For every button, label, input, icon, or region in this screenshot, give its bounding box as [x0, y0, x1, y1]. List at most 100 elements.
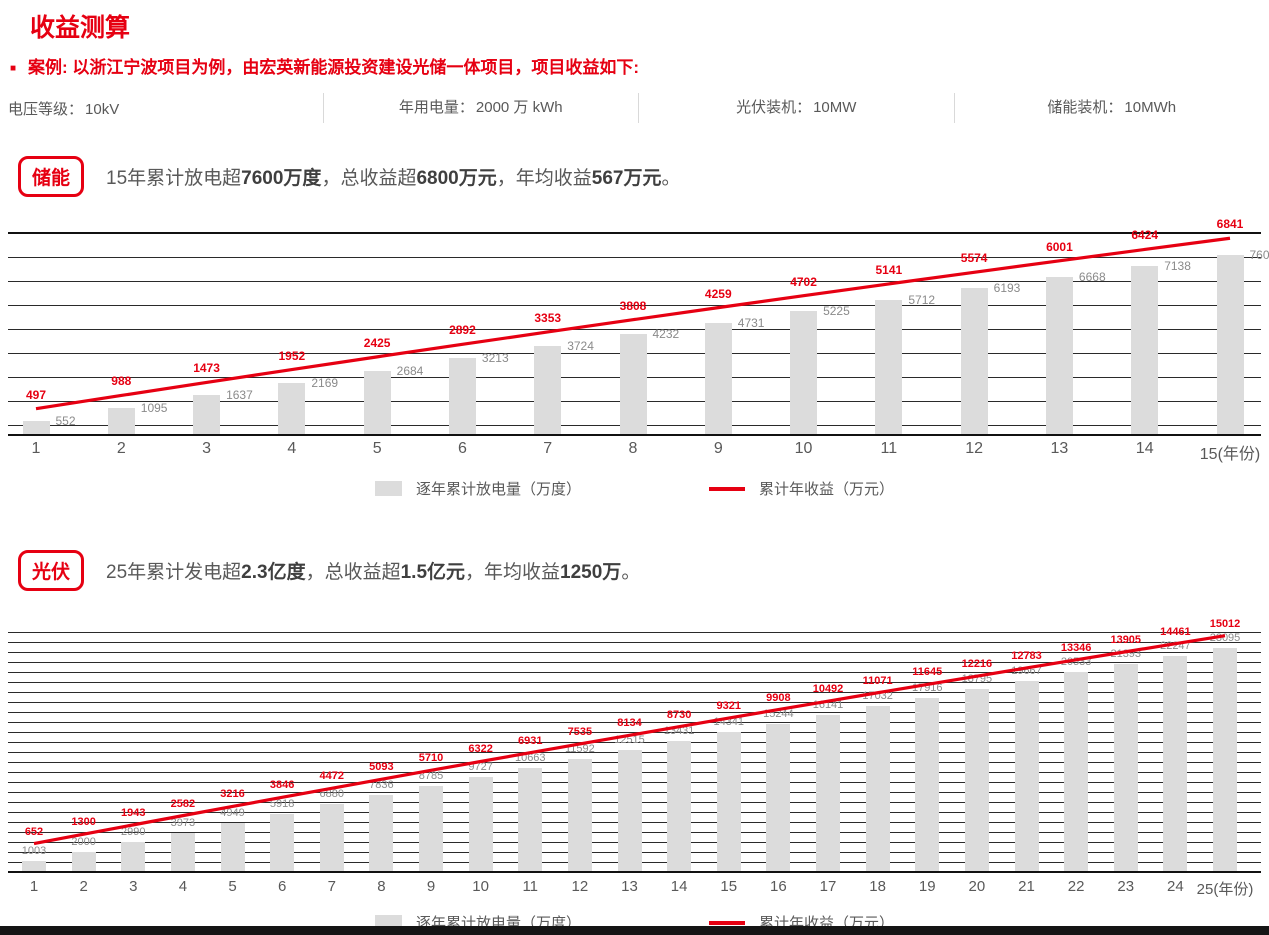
bar-value-label: 3973 [170, 817, 196, 829]
info-value: 2000 万 kWh [475, 99, 563, 116]
storage-legend: 逐年累计放电量（万度） 累计年收益（万元） [8, 478, 1261, 499]
line-value-label: 2892 [449, 323, 476, 338]
bar [567, 759, 592, 871]
bar [107, 408, 135, 434]
info-label: 光伏装机： [736, 99, 812, 116]
bottom-bar [0, 926, 1269, 935]
x-tick: 18 [869, 878, 886, 895]
x-tick: 9 [426, 878, 436, 895]
bar-value-label: 1637 [226, 388, 253, 402]
line-value-label: 5093 [369, 761, 394, 774]
line-value-label: 12783 [1011, 649, 1042, 662]
line-value-label: 1300 [71, 816, 96, 829]
x-tick: 11 [880, 440, 898, 457]
x-tick: 16 [770, 878, 787, 895]
x-tick: 22 [1067, 878, 1085, 895]
x-tick: 12 [965, 440, 984, 457]
bar-value-label: 23095 [1209, 632, 1241, 644]
line-value-label: 9321 [716, 700, 741, 713]
info-label: 年用电量： [398, 99, 474, 116]
headline-run: 25年累计发电超 [106, 562, 242, 583]
case-text: 案例: 以浙江宁波项目为例，由宏英新能源投资建设光储一体项目，项目收益如下: [28, 58, 640, 77]
bullet-square-icon: ■ [10, 63, 17, 74]
bar-value-label: 6193 [993, 281, 1021, 295]
bar [448, 358, 476, 434]
bar [71, 852, 96, 871]
x-tick: 20 [968, 878, 986, 895]
bar [1216, 255, 1244, 434]
x-tick: 11 [522, 878, 539, 895]
bar [319, 804, 344, 871]
line-value-label: 1473 [193, 361, 220, 376]
x-tick: 17 [819, 878, 837, 895]
bar-value-label: 5225 [823, 304, 850, 318]
x-tick: 15 [720, 878, 738, 895]
headline-run: ，年均收益 [496, 168, 592, 189]
info-storage-capacity: 储能装机： 10MWh [953, 93, 1269, 123]
case-bullet-line: ■ 案例: 以浙江宁波项目为例，由宏英新能源投资建设光储一体项目，项目收益如下: [10, 53, 639, 78]
x-tick: 4 [178, 878, 188, 895]
line-value-label: 4472 [319, 770, 344, 783]
x-tick: 2 [79, 878, 88, 895]
line-value-label: 6322 [468, 743, 493, 756]
bar [1045, 277, 1073, 434]
bar [363, 371, 391, 434]
bar [619, 334, 647, 434]
x-tick: 8 [628, 440, 638, 457]
project-info-bar: 电压等级： 10kV 年用电量： 2000 万 kWh 光伏装机： 10MW 储能装机… [0, 92, 1269, 124]
legend-line-group: 累计年收益（万元） [709, 478, 894, 499]
line-value-label: 15012 [1209, 617, 1241, 630]
info-value: 10MWh [1124, 99, 1177, 116]
line-value-label: 1952 [278, 348, 306, 363]
bar-value-label: 2684 [396, 364, 424, 378]
bar [865, 706, 890, 871]
x-tick: 3 [202, 440, 212, 457]
bar-value-label: 4232 [652, 327, 680, 341]
bar [22, 861, 46, 871]
storage-x-axis: 1 2 3 4 5 6 7 8 9 10 11 12 13 14 15(年份) [8, 440, 1261, 463]
line-value-label: 3846 [269, 779, 295, 792]
trend-line [33, 634, 1226, 846]
bar [716, 732, 741, 871]
x-tick: 7 [327, 878, 336, 895]
bar [121, 842, 146, 871]
line-value-label: 8730 [666, 708, 692, 721]
bar-value-label: 3724 [567, 339, 594, 353]
line-value-label: 4259 [704, 286, 732, 301]
pv-badge: 光伏 [18, 550, 85, 591]
bar-value-label: 2990 [121, 826, 146, 838]
line-swatch-icon [709, 920, 745, 925]
x-tick: 21 [1018, 878, 1035, 895]
x-tick: 6 [457, 440, 467, 457]
bar [220, 823, 245, 871]
headline-run: 1.5亿元 [400, 562, 466, 583]
x-tick: 19 [918, 878, 936, 895]
line-value-label: 9908 [766, 691, 791, 704]
headline-run: 7600万度 [241, 168, 322, 189]
legend-bar-label: 逐年累计放电量（万度） [415, 481, 581, 498]
line-value-label: 10492 [812, 683, 844, 696]
x-tick: 12 [571, 878, 589, 895]
storage-badge: 储能 [18, 156, 85, 197]
bar-swatch-icon [374, 481, 402, 496]
line-value-label: 7535 [567, 725, 593, 738]
line-value-label: 988 [111, 374, 132, 389]
bar [22, 421, 50, 434]
bar [766, 724, 791, 871]
headline-run: 。 [661, 168, 681, 189]
info-pv-capacity: 光伏装机： 10MW [638, 93, 954, 123]
bar [1213, 648, 1237, 871]
bar [270, 814, 295, 871]
bar-value-label: 5918 [269, 798, 295, 810]
bar [667, 741, 692, 871]
bar [915, 698, 940, 871]
headline-run: ，年均收益 [465, 562, 561, 583]
x-tick: 2 [116, 440, 126, 457]
bar [875, 300, 903, 434]
pv-headline: 25年累计发电超2.3亿度，总收益超1.5亿元，年均收益1250万。 [106, 557, 640, 584]
x-tick: 13 [1050, 440, 1069, 457]
bar [193, 395, 221, 434]
info-value: 10MW [813, 99, 857, 116]
line-value-label: 6424 [1131, 228, 1159, 243]
